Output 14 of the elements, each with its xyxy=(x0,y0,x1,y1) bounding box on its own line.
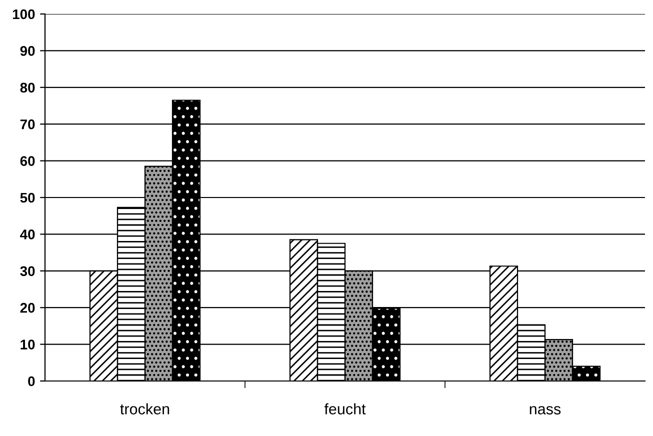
y-tick-label: 30 xyxy=(20,266,35,276)
y-tick-label: 0 xyxy=(28,376,35,386)
y-tick-label: 50 xyxy=(20,192,35,203)
y-tick-label: 90 xyxy=(20,46,35,56)
y-tick-label: 20 xyxy=(20,302,35,313)
y-tick-label: 60 xyxy=(20,156,35,166)
x-tick-label: trocken xyxy=(120,403,170,414)
y-tick-label: 10 xyxy=(20,340,35,350)
x-tick-label: feucht xyxy=(324,403,366,414)
y-tick-label: 70 xyxy=(20,119,35,130)
y-tick-label: 40 xyxy=(20,230,35,240)
y-tick-label: 100 xyxy=(12,9,35,20)
y-tick-label: 80 xyxy=(20,82,35,93)
x-tick-label: nass xyxy=(530,406,561,414)
